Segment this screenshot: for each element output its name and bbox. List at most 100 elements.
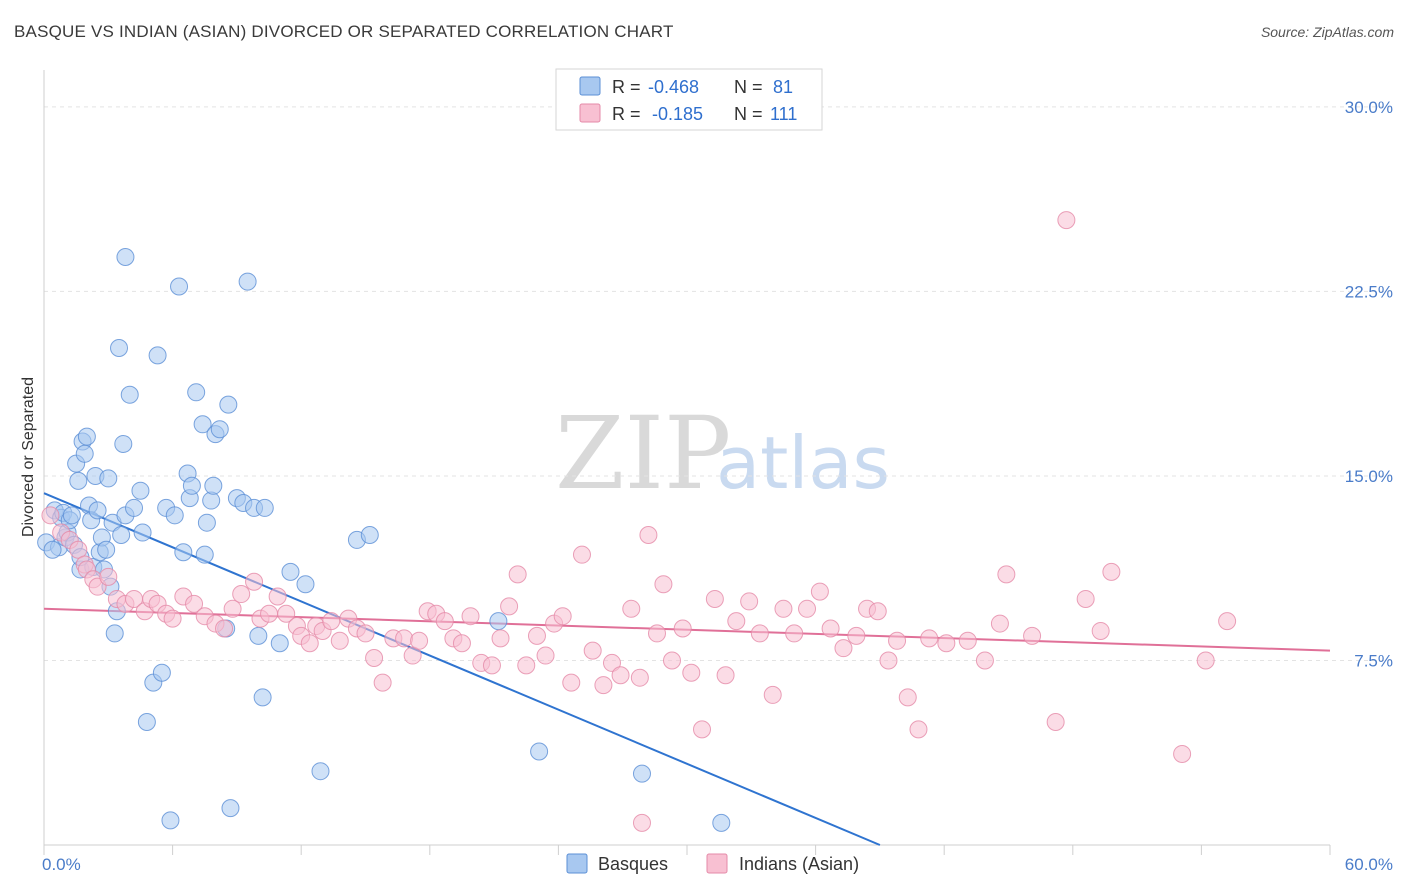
legend-r-label-indians: R = xyxy=(612,104,641,124)
point-1-85 xyxy=(810,582,829,601)
point-1-0 xyxy=(41,506,60,525)
point-0-69 xyxy=(270,634,289,653)
point-0-35 xyxy=(125,498,144,517)
point-1-105 xyxy=(1091,621,1110,640)
series-0 xyxy=(37,247,731,832)
point-0-75 xyxy=(489,612,508,631)
point-0-62 xyxy=(238,272,257,291)
tick-labels: 7.5% 15.0% 22.5% 30.0% 0.0% 60.0% xyxy=(42,98,1393,874)
legend-r-value-indians: -0.185 xyxy=(652,104,703,124)
point-1-63 xyxy=(583,641,602,660)
point-1-90 xyxy=(868,602,887,621)
point-1-64 xyxy=(594,676,613,695)
data-points xyxy=(37,211,1237,832)
point-0-78 xyxy=(712,813,731,832)
legend: R = -0.468 N = 81 R = -0.185 N = 111 xyxy=(555,68,823,131)
point-1-95 xyxy=(920,629,939,648)
point-1-44 xyxy=(410,631,429,650)
point-1-70 xyxy=(647,624,666,643)
point-0-43 xyxy=(161,811,180,830)
point-0-8 xyxy=(62,506,81,525)
point-1-42 xyxy=(395,629,414,648)
point-1-71 xyxy=(654,575,673,594)
point-1-61 xyxy=(562,673,581,692)
point-0-77 xyxy=(632,764,651,783)
y-axis-label: Divorced or Separated xyxy=(20,377,37,537)
point-1-73 xyxy=(673,619,692,638)
point-1-21 xyxy=(215,619,234,638)
series-1 xyxy=(41,211,1237,832)
point-0-40 xyxy=(148,346,167,365)
point-0-31 xyxy=(112,526,131,544)
point-1-75 xyxy=(693,720,712,739)
point-1-56 xyxy=(517,656,536,675)
point-0-34 xyxy=(120,385,139,404)
point-1-79 xyxy=(740,592,759,611)
point-1-108 xyxy=(1196,651,1215,670)
point-1-27 xyxy=(268,587,287,606)
point-1-77 xyxy=(716,666,735,685)
x-tick-label-1: 60.0% xyxy=(1345,855,1393,874)
watermark: ZIP atlas xyxy=(555,395,890,512)
point-0-66 xyxy=(249,626,268,645)
point-1-39 xyxy=(365,649,384,668)
point-1-93 xyxy=(898,688,917,707)
point-1-16 xyxy=(163,609,182,628)
point-1-78 xyxy=(727,612,746,631)
point-1-87 xyxy=(834,639,853,658)
point-1-100 xyxy=(997,565,1016,584)
y-tick-label-2: 22.5% xyxy=(1345,282,1393,301)
y-tick-label-1: 15.0% xyxy=(1345,467,1393,486)
point-1-52 xyxy=(482,656,501,675)
point-1-31 xyxy=(300,634,319,653)
point-0-56 xyxy=(210,420,229,439)
y-tick-label-0: 7.5% xyxy=(1354,651,1393,670)
watermark-atlas: atlas xyxy=(716,421,890,505)
point-1-94 xyxy=(909,720,928,739)
x-tick-label-0: 0.0% xyxy=(42,855,81,874)
y-tick-label-3: 30.0% xyxy=(1345,98,1393,117)
chart-source: Source: ZipAtlas.com xyxy=(1260,24,1394,40)
point-1-88 xyxy=(847,626,866,645)
grid xyxy=(44,106,1392,661)
point-0-11 xyxy=(69,471,88,490)
point-0-41 xyxy=(152,663,171,682)
point-1-82 xyxy=(774,599,793,618)
point-1-66 xyxy=(611,666,630,685)
point-0-63 xyxy=(116,247,135,266)
point-1-102 xyxy=(1046,712,1065,731)
point-1-80 xyxy=(750,624,769,643)
point-1-67 xyxy=(622,599,641,618)
point-0-48 xyxy=(182,476,201,495)
point-0-54 xyxy=(204,476,223,495)
point-1-107 xyxy=(1173,744,1192,763)
point-1-53 xyxy=(491,629,510,648)
point-0-37 xyxy=(133,523,152,542)
point-1-62 xyxy=(572,545,591,564)
point-1-106 xyxy=(1102,562,1121,581)
point-1-60 xyxy=(553,607,572,626)
watermark-zip: ZIP xyxy=(555,395,731,512)
point-1-97 xyxy=(958,631,977,650)
point-0-58 xyxy=(219,395,238,414)
point-0-68 xyxy=(255,498,274,517)
point-1-57 xyxy=(527,626,546,645)
legend-n-value-basques: 81 xyxy=(773,77,793,97)
legend-r-value-basques: -0.468 xyxy=(648,77,699,97)
legend-swatch-basques xyxy=(579,76,601,96)
point-0-52 xyxy=(197,513,216,532)
point-1-96 xyxy=(937,634,956,653)
point-0-38 xyxy=(137,712,156,731)
bottom-legend: Basques Indians (Asian) xyxy=(566,853,859,874)
bottom-legend-swatch-indians xyxy=(706,853,728,874)
chart-title: BASQUE VS INDIAN (ASIAN) DIVORCED OR SEP… xyxy=(14,22,674,41)
point-1-18 xyxy=(185,594,204,613)
point-1-74 xyxy=(682,663,701,682)
point-1-103 xyxy=(1057,211,1076,230)
point-1-47 xyxy=(435,612,454,631)
point-1-86 xyxy=(821,619,840,638)
bottom-legend-label-indians: Indians (Asian) xyxy=(739,854,859,874)
point-1-35 xyxy=(330,631,349,650)
point-1-8 xyxy=(99,567,118,586)
legend-n-label-indians: N = xyxy=(734,104,763,124)
